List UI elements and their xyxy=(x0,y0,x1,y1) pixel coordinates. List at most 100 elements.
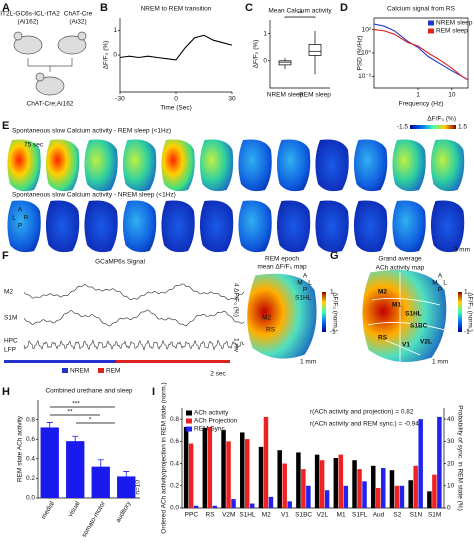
bar xyxy=(212,505,218,508)
genotype: (Ai162) xyxy=(18,19,39,26)
y-tick-label: 1 xyxy=(263,30,267,37)
orientation: R xyxy=(24,215,29,222)
bar xyxy=(258,446,264,508)
x-tick-label: S1N xyxy=(410,512,423,519)
annotation: ** xyxy=(297,11,303,18)
panel-label: E xyxy=(2,120,9,132)
bar xyxy=(301,469,306,508)
x-tick-label: V2M xyxy=(222,512,235,519)
panel-title: ACh activity map xyxy=(376,265,425,272)
x-tick-label: S1FL xyxy=(352,512,368,519)
bar xyxy=(389,470,395,508)
colorbar-tick: -1 xyxy=(330,329,336,336)
bar xyxy=(314,454,320,508)
scale-bar: 1 mm xyxy=(300,359,316,366)
y-tick-label: 0.4 xyxy=(170,460,179,467)
error-bar xyxy=(46,422,53,433)
panel-label: I xyxy=(152,386,155,398)
annotation: r(ACh activity and projection) = 0.82 xyxy=(310,409,414,416)
y-tick-label: 0.8 xyxy=(170,416,179,423)
axis xyxy=(373,17,469,89)
bar xyxy=(282,463,287,508)
colorbar-label: ΔF/F₀ (%) xyxy=(427,116,456,123)
box xyxy=(278,60,292,66)
line xyxy=(373,29,469,81)
imaging-frame xyxy=(122,139,157,192)
x-tick-label: 0 xyxy=(174,96,178,103)
region-label: S1BC xyxy=(410,323,428,330)
orientation: A xyxy=(438,273,443,280)
y-axis-label: PSD (%/Hz) xyxy=(357,35,364,70)
x-tick-label: M2 xyxy=(262,512,271,519)
region-outlines xyxy=(367,272,446,362)
legend-swatch xyxy=(428,28,434,34)
imaging-frame xyxy=(7,139,41,192)
bar xyxy=(376,488,381,508)
imaging-frame xyxy=(392,200,426,253)
legend-label: ACh Projection xyxy=(194,418,238,425)
y-tick-label: 0.6 xyxy=(170,438,179,445)
legend-label: ACh activity xyxy=(194,410,229,417)
nrem-bar xyxy=(4,360,116,363)
bar xyxy=(268,496,274,508)
x-tick-label: NREM sleep xyxy=(267,92,304,99)
imaging-frame xyxy=(353,139,388,192)
error-bar xyxy=(123,471,130,482)
line xyxy=(119,34,233,61)
legend-label: REM sleep xyxy=(436,28,468,35)
time-scale: 75 sec xyxy=(24,142,44,149)
imaging-frame xyxy=(84,139,118,192)
bar xyxy=(437,416,442,508)
y-tick-label: 10² xyxy=(362,26,372,33)
y-tick-label: 0.8 xyxy=(26,416,35,423)
imaging-frame xyxy=(276,139,311,192)
x-tick-label: 1 xyxy=(416,92,420,99)
imaging-frame xyxy=(353,200,388,253)
scale-bar: 4 ΔF/F₀ (%) xyxy=(232,283,239,317)
imaging-frame xyxy=(315,139,349,192)
x-tick-label: 30 xyxy=(228,96,236,103)
brackets xyxy=(50,406,115,424)
bar xyxy=(306,485,311,508)
orientation: P xyxy=(303,287,307,294)
bar xyxy=(188,443,194,508)
panel-title: GCaMP6s Signal xyxy=(95,259,145,266)
orientation: P xyxy=(18,223,22,230)
map-title: REM epoch xyxy=(265,256,299,263)
x-tick-label: auditory xyxy=(115,500,133,524)
x-tick-label: S2 xyxy=(393,512,401,519)
legend-swatch xyxy=(428,20,434,26)
legend-label: NREM xyxy=(70,368,89,375)
imaging-frame xyxy=(45,139,80,192)
orientation: P xyxy=(438,287,442,294)
region-label: V2L xyxy=(420,339,432,346)
colorbar-tick: -1 xyxy=(464,329,470,336)
x-tick-label: -30 xyxy=(115,96,125,103)
bar xyxy=(117,476,136,498)
colorbar xyxy=(322,292,326,332)
x-tick-label: PPC xyxy=(185,512,199,519)
genotype: TIT2L-GC6s-ICL-tTA2 xyxy=(0,11,60,18)
bracket xyxy=(284,16,316,18)
bar xyxy=(432,474,437,508)
region-label: S1HL xyxy=(405,311,422,318)
bar xyxy=(221,430,226,508)
annotation: * xyxy=(89,417,92,424)
legend-swatch xyxy=(186,426,192,432)
bar xyxy=(338,454,344,508)
error-bar xyxy=(97,459,104,474)
bar xyxy=(333,458,339,508)
bar xyxy=(249,503,255,508)
rem-map xyxy=(246,272,318,360)
bar xyxy=(231,499,236,508)
panel-label: B xyxy=(100,2,108,14)
region-label: M2 xyxy=(262,315,271,322)
bar xyxy=(207,426,213,508)
axis xyxy=(269,20,330,89)
trace xyxy=(23,309,245,327)
y2-axis-label: Probability of sync. in REM state (%) xyxy=(456,405,463,510)
legend-label: NREM sleep xyxy=(436,20,473,27)
x-tick-label: S1BC xyxy=(295,512,312,519)
bar xyxy=(40,427,59,498)
bar xyxy=(183,426,189,508)
